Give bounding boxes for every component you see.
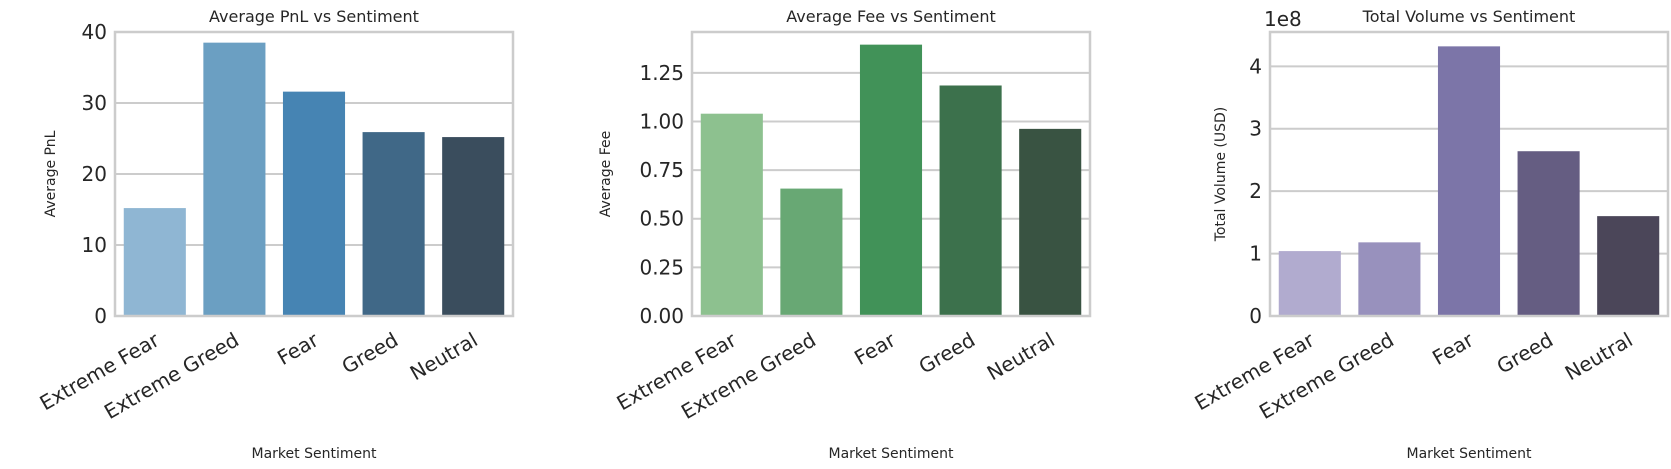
chart-title: Average PnL vs Sentiment <box>209 7 419 26</box>
x-tick-label: Extreme Greed <box>100 328 243 424</box>
x-tick-label: Greed <box>338 328 402 379</box>
y-tick-label: 30 <box>82 91 107 115</box>
x-tick-label: Fear <box>850 327 900 370</box>
x-tick-label: Neutral <box>983 328 1059 386</box>
x-tick-label: Neutral <box>406 328 482 386</box>
y-tick-label: 2 <box>1249 179 1262 203</box>
bar-fear <box>1437 46 1501 316</box>
bar-greed <box>362 132 425 316</box>
bar-neutral <box>442 137 505 316</box>
x-tick-label: Fear <box>273 327 323 370</box>
y-axis-label: Average Fee <box>598 131 614 217</box>
x-tick-label: Fear <box>1428 327 1478 370</box>
bar-extreme-greed <box>203 42 266 317</box>
bar-greed <box>1517 151 1580 316</box>
y-tick-label: 0 <box>94 304 107 328</box>
bar-extreme-fear <box>1278 251 1341 316</box>
axes-frame <box>1268 30 1670 318</box>
x-tick-label: Neutral <box>1561 328 1637 386</box>
bar-extreme-fear <box>123 208 186 316</box>
y-tick-label: 0.25 <box>639 255 684 279</box>
x-axis-label: Market Sentiment <box>829 446 954 462</box>
x-tick-label: Greed <box>915 328 979 379</box>
y-tick-label: 3 <box>1249 117 1262 141</box>
y-tick-label: 0 <box>1249 304 1262 328</box>
y-tick-label: 0.50 <box>639 207 684 231</box>
bar-extreme-greed <box>1358 242 1421 316</box>
y-tick-label: 20 <box>82 162 107 186</box>
bar-neutral <box>1597 216 1660 316</box>
bar-greed <box>939 85 1002 316</box>
bar-fear <box>859 44 923 317</box>
x-tick-label: Extreme Greed <box>1255 328 1398 424</box>
bar-extreme-fear <box>700 113 763 316</box>
axes-frame <box>113 30 515 318</box>
bar-fear <box>282 91 346 316</box>
y-tick-label: 0.00 <box>639 304 684 328</box>
y-tick-label: 10 <box>82 233 107 257</box>
axes-frame <box>690 30 1092 318</box>
chart-title: Average Fee vs Sentiment <box>786 7 995 26</box>
x-tick-label: Greed <box>1493 328 1557 379</box>
y-tick-label: 1.25 <box>639 61 684 85</box>
y-tick-label: 1 <box>1249 242 1262 266</box>
y-tick-label: 40 <box>82 20 107 44</box>
y-tick-label: 0.75 <box>639 158 684 182</box>
y-tick-label: 1.00 <box>639 109 684 133</box>
y-axis-label: Total Volume (USD) <box>1213 107 1229 243</box>
x-axis-label: Market Sentiment <box>252 446 377 462</box>
bar-neutral <box>1019 128 1082 316</box>
bar-extreme-greed <box>780 188 843 316</box>
x-axis-label: Market Sentiment <box>1407 446 1532 462</box>
x-tick-label: Extreme Greed <box>677 328 820 424</box>
y-axis-label: Average PnL <box>43 130 59 217</box>
chart-title: Total Volume vs Sentiment <box>1362 7 1576 26</box>
axis-offset-text: 1e8 <box>1264 7 1302 31</box>
y-tick-label: 4 <box>1249 54 1262 78</box>
